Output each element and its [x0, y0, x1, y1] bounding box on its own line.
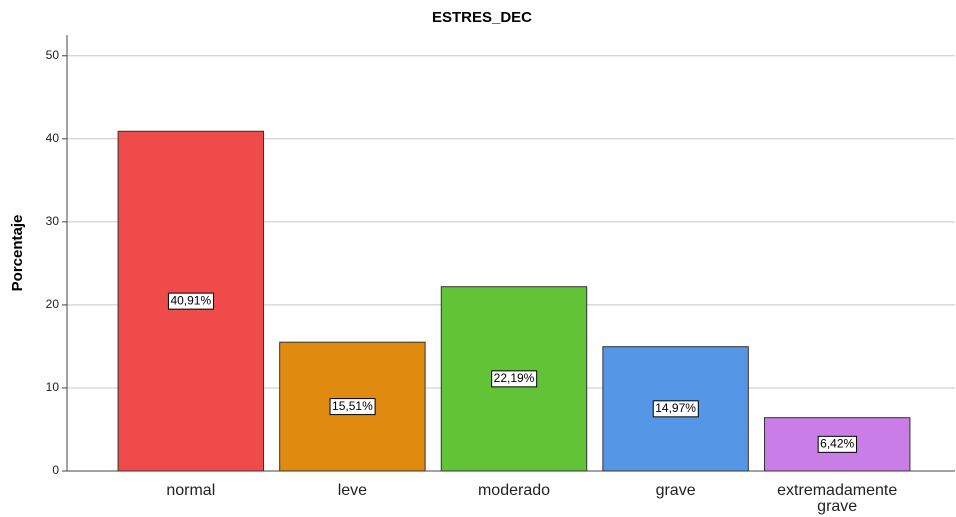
- y-tick-label: 30: [46, 214, 60, 228]
- value-label: 6,42%: [820, 437, 854, 451]
- y-tick-label: 10: [46, 380, 60, 394]
- x-tick-label: moderado: [477, 482, 551, 499]
- value-label-box: [652, 400, 699, 418]
- value-label: 14,97%: [655, 401, 696, 415]
- y-tick-label: 40: [46, 131, 60, 145]
- chart-title: ESTRES_DEC: [432, 9, 532, 26]
- y-tick-label: 0: [52, 463, 59, 477]
- x-tick-label: normal: [166, 482, 216, 499]
- x-tick-label: grave: [655, 482, 696, 499]
- x-tick-label: leve: [337, 482, 368, 499]
- y-tick-label: 50: [46, 48, 60, 62]
- value-label: 40,91%: [170, 293, 211, 307]
- value-label-box: [167, 292, 214, 310]
- value-label-box: [329, 398, 376, 416]
- y-tick-label: 20: [46, 297, 60, 311]
- x-tick-label: extremadamente grave: [777, 482, 898, 515]
- value-label: 15,51%: [332, 399, 373, 413]
- value-label-box: [491, 370, 538, 388]
- y-axis-label: Porcentaje: [9, 215, 26, 292]
- value-label-box: [817, 435, 858, 453]
- value-label: 22,19%: [494, 371, 535, 385]
